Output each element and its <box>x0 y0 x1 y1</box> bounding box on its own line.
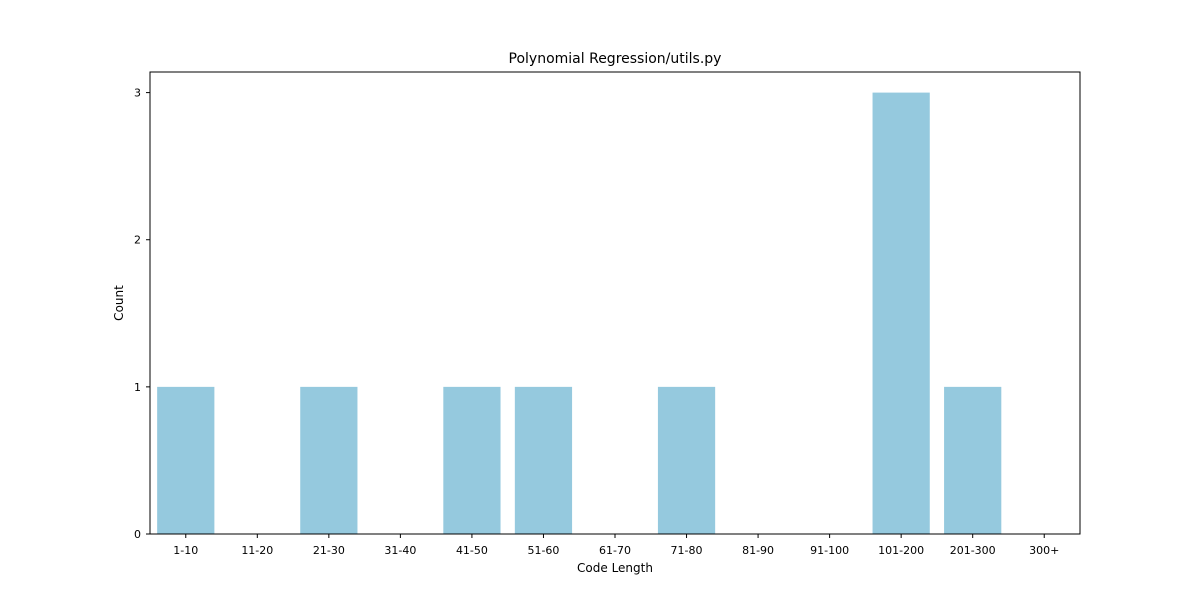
x-tick-label: 1-10 <box>173 544 198 557</box>
x-tick-label: 11-20 <box>241 544 273 557</box>
bar-101-200 <box>872 92 930 534</box>
x-tick-label: 101-200 <box>878 544 924 557</box>
x-tick-label: 81-90 <box>742 544 774 557</box>
y-tick-label: 1 <box>134 381 141 394</box>
bar-1-10 <box>157 386 215 534</box>
bar-71-80 <box>657 386 716 534</box>
y-tick-label: 3 <box>134 87 141 100</box>
x-tick-label: 91-100 <box>810 544 849 557</box>
y-axis: 0 1 2 3 <box>134 87 150 541</box>
y-tick-label: 2 <box>134 234 141 247</box>
x-tick-label: 41-50 <box>456 544 488 557</box>
x-tick-label: 51-60 <box>527 544 559 557</box>
x-axis-label: Code Length <box>577 561 653 575</box>
x-tick-label: 31-40 <box>384 544 416 557</box>
x-tick-label: 201-300 <box>950 544 996 557</box>
bar-41-50 <box>443 386 501 534</box>
y-tick-label: 0 <box>134 528 141 541</box>
x-tick-label: 300+ <box>1029 544 1059 557</box>
chart-title: Polynomial Regression/utils.py <box>509 51 722 67</box>
x-tick-label: 21-30 <box>313 544 345 557</box>
bar-51-60 <box>514 386 573 534</box>
bar-21-30 <box>300 386 358 534</box>
y-axis-label: Count <box>112 285 126 321</box>
x-axis: 1-10 11-20 21-30 31-40 41-50 51-60 61-70 71-80 8… <box>173 534 1059 557</box>
bar-201-300 <box>944 386 1002 534</box>
x-tick-label: 61-70 <box>599 544 631 557</box>
x-tick-label: 71-80 <box>671 544 703 557</box>
bars-group <box>157 92 1002 534</box>
plot-frame <box>149 71 1081 535</box>
